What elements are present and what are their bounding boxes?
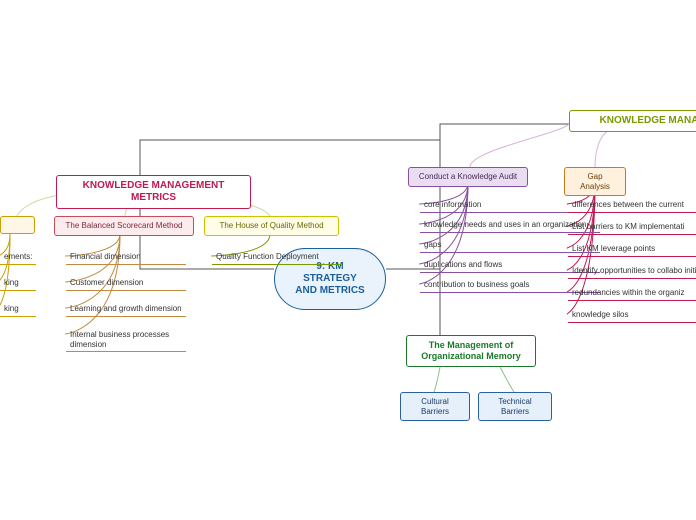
org-memory-node[interactable]: The Management of Organizational Memory xyxy=(406,335,536,367)
leaf-item: List KM leverage points xyxy=(568,242,696,257)
right-header[interactable]: KNOWLEDGE MANA xyxy=(569,110,696,132)
left-header[interactable]: KNOWLEDGE MANAGEMENT METRICS xyxy=(56,175,251,209)
leaf-item: Internal business processes dimension xyxy=(66,328,186,352)
leaf-item: Learning and growth dimension xyxy=(66,302,186,317)
leaf-item: redundancies within the organiz xyxy=(568,286,696,301)
left-group-a[interactable] xyxy=(0,216,35,234)
knowledge-audit-node[interactable]: Conduct a Knowledge Audit xyxy=(408,167,528,187)
leaf-item: king xyxy=(0,276,36,291)
leaf-item: Quality Function Deployment xyxy=(212,250,342,265)
leaf-item: knowledge silos xyxy=(568,308,696,323)
house-of-quality-node[interactable]: The House of Quality Method xyxy=(204,216,339,236)
leaf-item: List barriers to KM implementati xyxy=(568,220,696,235)
org-memory-child[interactable]: Technical Barriers xyxy=(478,392,552,421)
gap-analysis-node[interactable]: Gap Analysis xyxy=(564,167,626,196)
org-memory-child[interactable]: Cultural Barriers xyxy=(400,392,470,421)
balanced-scorecard-node[interactable]: The Balanced Scorecard Method xyxy=(54,216,194,236)
leaf-item: Identify opportunities to collabo initia… xyxy=(568,264,696,279)
leaf-item: Customer dimension xyxy=(66,276,186,291)
leaf-item: ements: xyxy=(0,250,36,265)
leaf-item: Financial dimension xyxy=(66,250,186,265)
leaf-item: king xyxy=(0,302,36,317)
leaf-item: differences between the current xyxy=(568,198,696,213)
